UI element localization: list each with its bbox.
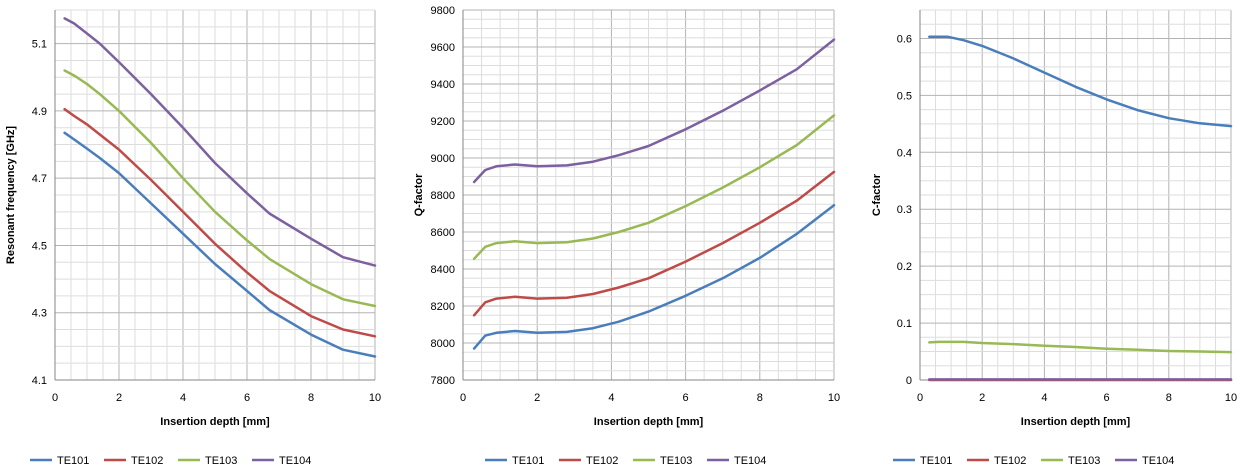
x-tick-label: 6 xyxy=(683,392,689,404)
x-axis-title: Insertion depth [mm] xyxy=(160,416,270,428)
legend: TE101 TE102 TE103 TE104 xyxy=(485,455,766,467)
y-tick-label: 0.6 xyxy=(897,33,912,45)
legend: TE101 TE102 TE103 TE104 xyxy=(30,455,311,467)
y-tick-label: 0.4 xyxy=(897,147,912,159)
y-tick-label: 5.1 xyxy=(32,39,47,51)
legend-label: TE103 xyxy=(660,455,692,467)
series-line-te104 xyxy=(472,38,836,184)
x-tick-label: 10 xyxy=(828,392,840,404)
legend-label: TE102 xyxy=(131,455,163,467)
y-axis-title: Resonant frequency [GHz] xyxy=(5,126,17,264)
legend-label: TE101 xyxy=(512,455,544,467)
series-line-te103 xyxy=(928,340,1233,354)
y-tick-label: 0 xyxy=(906,375,912,387)
y-tick-label: 0.2 xyxy=(897,261,912,273)
legend-label: TE104 xyxy=(279,455,311,467)
series-line-te101 xyxy=(63,131,377,358)
y-axis-title: Q-factor xyxy=(413,173,425,217)
legend-label: TE102 xyxy=(994,455,1026,467)
legend-label: TE103 xyxy=(1068,455,1100,467)
series-line-te104 xyxy=(63,17,377,267)
x-tick-label: 0 xyxy=(460,392,466,404)
x-tick-label: 2 xyxy=(979,392,985,404)
legend-label: TE103 xyxy=(205,455,237,467)
x-tick-label: 4 xyxy=(180,392,186,404)
series-line-te101 xyxy=(928,35,1233,128)
y-tick-label: 8600 xyxy=(431,227,455,239)
y-tick-label: 9000 xyxy=(431,153,455,165)
chart-3: 0 0.1 0.2 0.3 0.4 0.5 0.6 0 2 4 6 8 10 Insertion dept… xyxy=(871,9,1237,467)
x-tick-label: 0 xyxy=(917,392,923,404)
series-line-te102 xyxy=(63,107,377,338)
y-tick-label: 9200 xyxy=(431,116,455,128)
y-tick-label: 0.5 xyxy=(897,90,912,102)
y-tick-label: 4.3 xyxy=(32,308,47,320)
x-tick-label: 2 xyxy=(534,392,540,404)
y-tick-label: 4.9 xyxy=(32,106,47,118)
y-axis-title: C-factor xyxy=(871,173,883,216)
chart-2: 7800 8000 8200 8400 8600 8800 9000 9200 9400 9600… xyxy=(413,5,840,467)
y-tick-label: 4.7 xyxy=(32,173,47,185)
x-tick-label: 4 xyxy=(1041,392,1047,404)
series-line-te101 xyxy=(472,203,836,350)
chart-1: 4.1 4.3 4.5 4.7 4.9 5.1 0 2 4 6 8 10 Insertion depth… xyxy=(5,9,381,467)
x-tick-label: 6 xyxy=(1104,392,1110,404)
x-tick-label: 10 xyxy=(1225,392,1237,404)
x-tick-label: 8 xyxy=(1166,392,1172,404)
x-tick-label: 6 xyxy=(244,392,250,404)
y-tick-label: 9400 xyxy=(431,79,455,91)
x-tick-label: 4 xyxy=(608,392,614,404)
x-tick-label: 8 xyxy=(308,392,314,404)
legend-label: TE102 xyxy=(586,455,618,467)
x-axis-title: Insertion depth [mm] xyxy=(1021,416,1131,428)
y-tick-label: 7800 xyxy=(431,375,455,387)
y-tick-label: 8200 xyxy=(431,301,455,313)
legend-label: TE101 xyxy=(920,455,952,467)
y-tick-label: 8000 xyxy=(431,338,455,350)
y-tick-label: 0.1 xyxy=(897,318,912,330)
series-line-te103 xyxy=(472,114,836,261)
y-tick-label: 8400 xyxy=(431,264,455,276)
x-tick-label: 0 xyxy=(52,392,58,404)
legend-label: TE104 xyxy=(734,455,766,467)
x-tick-label: 8 xyxy=(757,392,763,404)
y-tick-label: 0.3 xyxy=(897,204,912,216)
legend-label: TE101 xyxy=(57,455,89,467)
y-tick-label: 9800 xyxy=(431,5,455,17)
y-tick-label: 8800 xyxy=(431,190,455,202)
x-tick-label: 10 xyxy=(369,392,381,404)
x-tick-label: 2 xyxy=(116,392,122,404)
series-line-te102 xyxy=(472,170,836,317)
series-line-te103 xyxy=(63,69,377,308)
y-tick-label: 4.5 xyxy=(32,240,47,252)
x-axis-title: Insertion depth [mm] xyxy=(594,416,704,428)
y-tick-label: 4.1 xyxy=(32,375,47,387)
legend-label: TE104 xyxy=(1142,455,1174,467)
y-tick-label: 9600 xyxy=(431,42,455,54)
legend: TE101 TE102 TE103 TE104 xyxy=(893,455,1174,467)
